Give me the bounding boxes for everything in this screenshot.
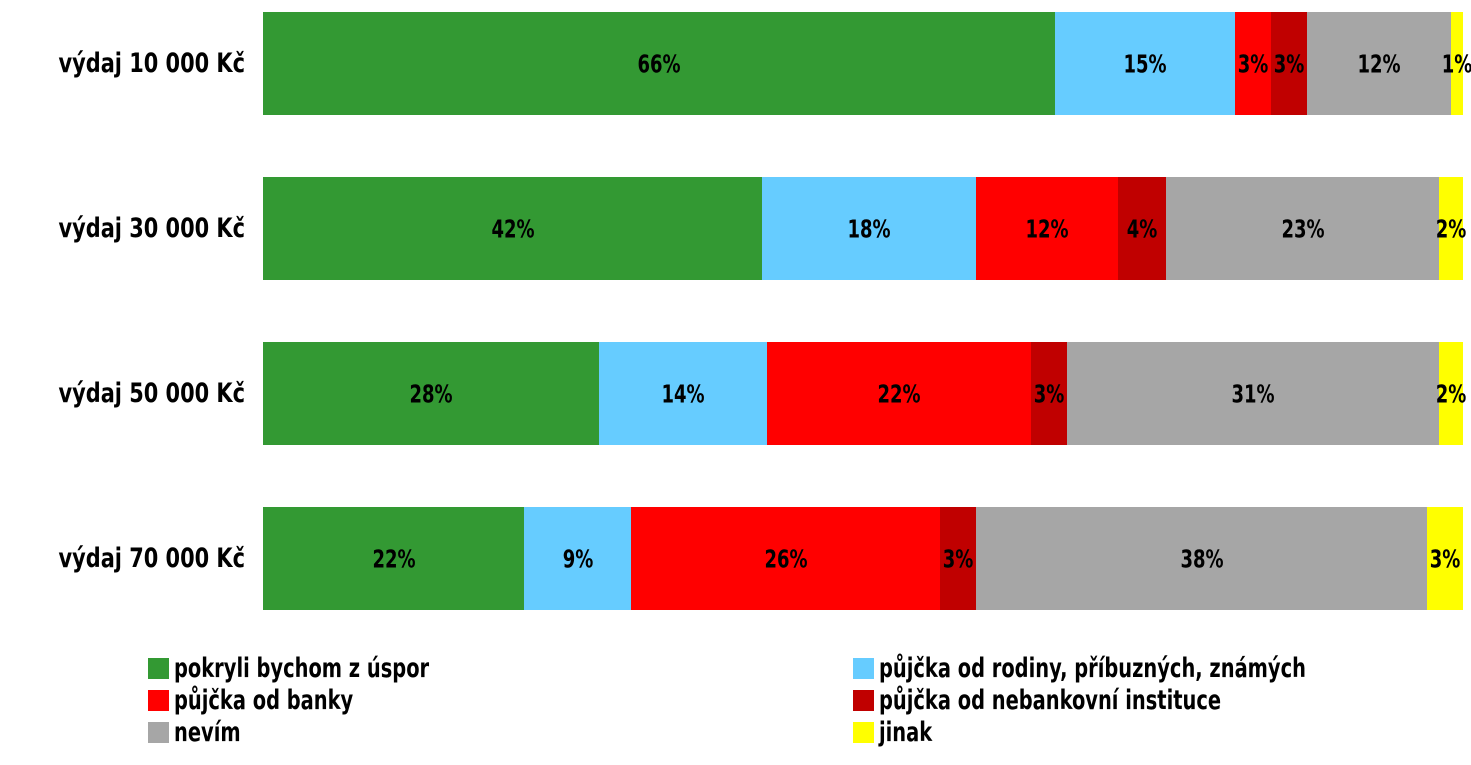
category-label: výdaj 70 000 Kč — [58, 542, 246, 574]
legend-item: půjčka od banky — [148, 684, 398, 716]
data-label: 18% — [847, 214, 891, 243]
legend-swatch — [148, 689, 169, 711]
bar-segment — [1307, 12, 1451, 115]
data-label: 28% — [409, 379, 453, 408]
bar-segment — [1055, 12, 1235, 115]
bar-segment — [940, 507, 976, 610]
data-label: 15% — [1123, 49, 1167, 78]
bar-segment — [1118, 177, 1166, 280]
category-label: výdaj 50 000 Kč — [58, 377, 246, 409]
bar-segment — [767, 342, 1031, 445]
bar-segment — [599, 342, 767, 445]
legend-swatch — [853, 689, 874, 711]
bar-segment — [263, 342, 599, 445]
category-label: výdaj 30 000 Kč — [58, 212, 246, 244]
legend-swatch — [853, 657, 874, 679]
bar-segment — [762, 177, 976, 280]
category-label: výdaj 10 000 Kč — [58, 47, 246, 79]
bar-segment — [263, 177, 762, 280]
bar-segment — [1067, 342, 1439, 445]
data-label: 3% — [942, 544, 974, 573]
bar-segment — [976, 507, 1427, 610]
data-label: 3% — [1273, 49, 1305, 78]
legend-swatch — [148, 657, 169, 679]
bar-segment — [524, 507, 631, 610]
data-label: 66% — [637, 49, 681, 78]
data-label: 3% — [1033, 379, 1065, 408]
data-label: 12% — [1025, 214, 1069, 243]
bar-segment — [1031, 342, 1067, 445]
legend-label: půjčka od banky — [174, 684, 354, 716]
data-label: 2% — [1435, 214, 1467, 243]
legend-item: nevím — [148, 716, 257, 748]
data-label: 12% — [1357, 49, 1401, 78]
data-label: 38% — [1179, 544, 1224, 573]
data-label: 3% — [1237, 49, 1269, 78]
legend-swatch — [148, 721, 169, 743]
bar-segment — [1166, 177, 1439, 280]
legend-item: půjčka od nebankovní instituce — [853, 684, 1307, 716]
data-label: 42% — [490, 214, 535, 243]
data-label: 1% — [1441, 49, 1471, 78]
legend-item: půjčka od rodiny, příbuzných, známých — [853, 652, 1413, 684]
bar-segment — [631, 507, 940, 610]
legend-item: pokryli bychom z úspor — [148, 652, 493, 684]
legend-label: půjčka od rodiny, příbuzných, známých — [879, 652, 1306, 684]
data-label: 26% — [763, 544, 808, 573]
bar-segment — [1427, 507, 1463, 610]
bar-segment — [1451, 12, 1463, 115]
data-label: 3% — [1429, 544, 1461, 573]
legend-label: nevím — [174, 716, 241, 748]
data-label: 4% — [1126, 214, 1158, 243]
legend-label: půjčka od nebankovní instituce — [879, 684, 1222, 716]
legend-item: jinak — [853, 716, 945, 748]
legend-swatch — [853, 721, 874, 743]
data-label: 22% — [371, 544, 416, 573]
bar-segment — [1439, 342, 1463, 445]
bar-segment — [1235, 12, 1271, 115]
data-label: 23% — [1280, 214, 1325, 243]
bar-segment — [1439, 177, 1463, 280]
data-label: 2% — [1435, 379, 1467, 408]
data-label: 14% — [661, 379, 705, 408]
legend-label: jinak — [879, 716, 933, 748]
data-label: 22% — [877, 379, 921, 408]
bar-segment — [976, 177, 1118, 280]
data-label: 9% — [562, 544, 593, 573]
bar-segment — [263, 12, 1055, 115]
data-label: 31% — [1231, 379, 1275, 408]
bar-segment — [1271, 12, 1307, 115]
legend-label: pokryli bychom z úspor — [174, 652, 430, 684]
bar-segment — [263, 507, 524, 610]
